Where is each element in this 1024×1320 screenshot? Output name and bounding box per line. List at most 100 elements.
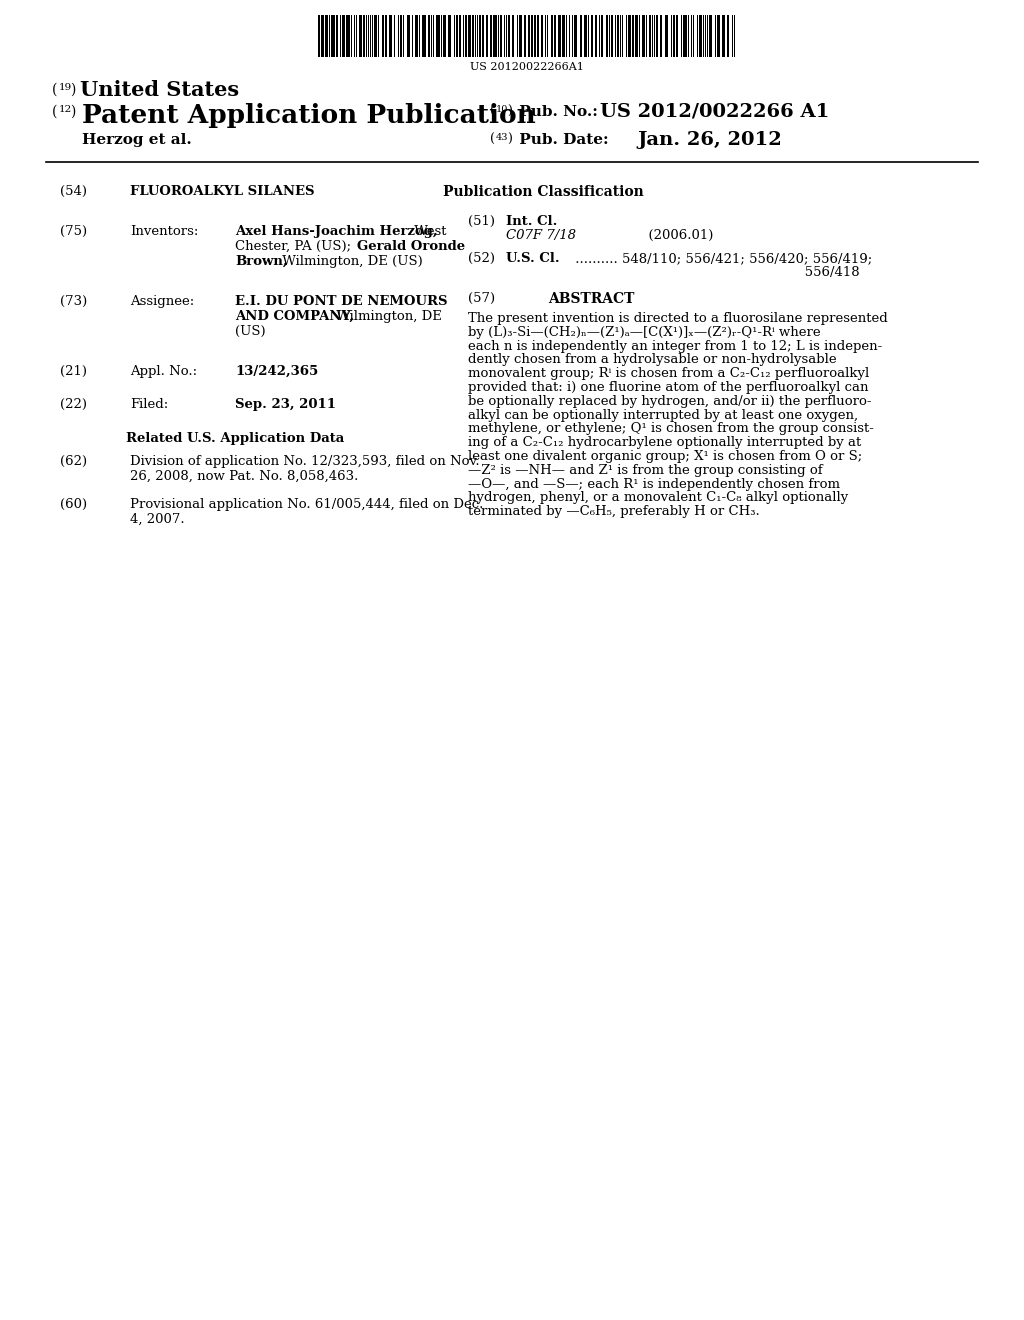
- Bar: [642, 15, 645, 57]
- Text: (54): (54): [60, 185, 87, 198]
- Bar: [537, 15, 539, 57]
- Text: Inventors:: Inventors:: [130, 224, 199, 238]
- Bar: [479, 15, 481, 57]
- Text: Wilmington, DE: Wilmington, DE: [332, 310, 442, 323]
- Bar: [699, 15, 702, 57]
- Bar: [400, 15, 402, 57]
- Bar: [486, 15, 488, 57]
- Text: Provisional application No. 61/005,444, filed on Dec.: Provisional application No. 61/005,444, …: [130, 498, 483, 511]
- Text: (2006.01): (2006.01): [606, 228, 714, 242]
- Text: Filed:: Filed:: [130, 399, 168, 411]
- Bar: [519, 15, 522, 57]
- Bar: [468, 15, 471, 57]
- Bar: [321, 15, 324, 57]
- Bar: [382, 15, 384, 57]
- Text: (52): (52): [468, 252, 495, 265]
- Bar: [500, 15, 502, 57]
- Text: 13/242,365: 13/242,365: [234, 366, 318, 378]
- Bar: [524, 15, 526, 57]
- Text: dently chosen from a hydrolysable or non-hydrolysable: dently chosen from a hydrolysable or non…: [468, 354, 837, 367]
- Text: Chester, PA (US);: Chester, PA (US);: [234, 240, 355, 253]
- Text: ): ): [507, 106, 512, 117]
- Text: ): ): [71, 106, 81, 119]
- Bar: [722, 15, 725, 57]
- Bar: [531, 15, 534, 57]
- Bar: [459, 15, 461, 57]
- Text: Related U.S. Application Data: Related U.S. Application Data: [126, 432, 344, 445]
- Bar: [318, 15, 319, 57]
- Bar: [551, 15, 553, 57]
- Bar: [465, 15, 467, 57]
- Bar: [346, 15, 350, 57]
- Bar: [676, 15, 678, 57]
- Bar: [628, 15, 631, 57]
- Text: (US): (US): [234, 325, 265, 338]
- Text: AND COMPANY,: AND COMPANY,: [234, 310, 354, 323]
- Text: ): ): [71, 83, 81, 96]
- Text: The present invention is directed to a fluorosilane represented: The present invention is directed to a f…: [468, 312, 888, 325]
- Bar: [617, 15, 618, 57]
- Text: —Z² is —NH— and Z¹ is from the group consisting of: —Z² is —NH— and Z¹ is from the group con…: [468, 463, 822, 477]
- Text: US 2012/0022266 A1: US 2012/0022266 A1: [600, 103, 829, 121]
- Bar: [490, 15, 492, 57]
- Text: be optionally replaced by hydrogen, and/or ii) the perfluoro-: be optionally replaced by hydrogen, and/…: [468, 395, 871, 408]
- Text: 10: 10: [496, 106, 508, 114]
- Bar: [574, 15, 577, 57]
- Text: Axel Hans-Joachim Herzog,: Axel Hans-Joachim Herzog,: [234, 224, 437, 238]
- Text: monovalent group; Rⁱ is chosen from a C₂-C₁₂ perfluoroalkyl: monovalent group; Rⁱ is chosen from a C₂…: [468, 367, 869, 380]
- Bar: [534, 15, 536, 57]
- Text: least one divalent organic group; X¹ is chosen from O or S;: least one divalent organic group; X¹ is …: [468, 450, 862, 463]
- Bar: [493, 15, 497, 57]
- Bar: [554, 15, 556, 57]
- Text: FLUOROALKYL SILANES: FLUOROALKYL SILANES: [130, 185, 314, 198]
- Bar: [727, 15, 729, 57]
- Bar: [580, 15, 582, 57]
- Bar: [512, 15, 514, 57]
- Text: Assignee:: Assignee:: [130, 294, 195, 308]
- Bar: [673, 15, 675, 57]
- Bar: [709, 15, 712, 57]
- Text: (22): (22): [60, 399, 87, 411]
- Text: 19: 19: [59, 83, 73, 92]
- Bar: [595, 15, 597, 57]
- Bar: [415, 15, 418, 57]
- Text: Herzog et al.: Herzog et al.: [82, 133, 191, 147]
- Text: (57): (57): [468, 292, 496, 305]
- Bar: [325, 15, 328, 57]
- Bar: [562, 15, 565, 57]
- Text: 556/418: 556/418: [571, 267, 859, 279]
- Bar: [342, 15, 345, 57]
- Text: ing of a C₂-C₁₂ hydrocarbylene optionally interrupted by at: ing of a C₂-C₁₂ hydrocarbylene optionall…: [468, 436, 861, 449]
- Bar: [606, 15, 608, 57]
- Bar: [541, 15, 543, 57]
- Bar: [528, 15, 530, 57]
- Bar: [601, 15, 603, 57]
- Text: (: (: [52, 83, 57, 96]
- Bar: [591, 15, 593, 57]
- Text: provided that: i) one fluorine atom of the perfluoroalkyl can: provided that: i) one fluorine atom of t…: [468, 381, 868, 393]
- Text: hydrogen, phenyl, or a monovalent C₁-C₈ alkyl optionally: hydrogen, phenyl, or a monovalent C₁-C₈ …: [468, 491, 848, 504]
- Text: (75): (75): [60, 224, 87, 238]
- Bar: [331, 15, 335, 57]
- Text: Patent Application Publication: Patent Application Publication: [82, 103, 536, 128]
- Bar: [472, 15, 474, 57]
- Text: Jan. 26, 2012: Jan. 26, 2012: [637, 131, 781, 149]
- Bar: [374, 15, 377, 57]
- Text: (: (: [490, 106, 495, 117]
- Bar: [385, 15, 387, 57]
- Text: West: West: [410, 224, 446, 238]
- Text: 43: 43: [496, 133, 509, 143]
- Text: (: (: [490, 133, 495, 147]
- Bar: [456, 15, 458, 57]
- Bar: [407, 15, 410, 57]
- Text: Pub. No.:: Pub. No.:: [514, 106, 598, 119]
- Bar: [449, 15, 451, 57]
- Text: US 20120022266A1: US 20120022266A1: [470, 62, 584, 73]
- Text: (73): (73): [60, 294, 87, 308]
- Bar: [656, 15, 658, 57]
- Text: (51): (51): [468, 215, 495, 228]
- Text: Division of application No. 12/323,593, filed on Nov.: Division of application No. 12/323,593, …: [130, 455, 479, 469]
- Text: Gerald Oronde: Gerald Oronde: [357, 240, 465, 253]
- Bar: [632, 15, 634, 57]
- Bar: [428, 15, 430, 57]
